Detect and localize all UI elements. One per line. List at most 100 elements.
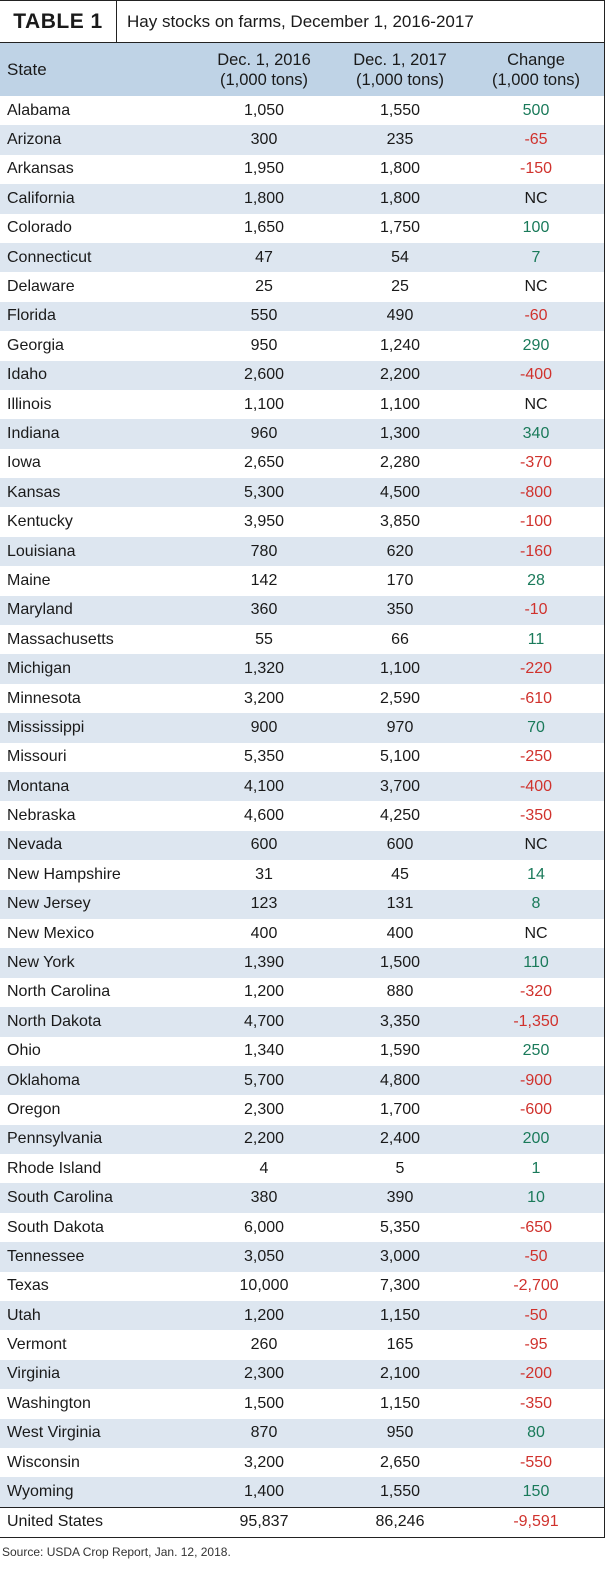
table-row: Illinois 1,100 1,100 NC xyxy=(0,390,604,419)
dec-2017-cell: 45 xyxy=(391,865,409,883)
table-row: Indiana 960 1,300 340 xyxy=(0,419,604,449)
dec-2016-cell: 360 xyxy=(250,601,278,619)
dec-2016-cell: 2,300 xyxy=(243,1100,285,1118)
dec-2016-cell: 1,340 xyxy=(243,1042,285,1060)
table-row: Minnesota 3,200 2,590 -610 xyxy=(0,684,604,713)
table-row: Texas 10,000 7,300 -2,700 xyxy=(0,1272,604,1301)
state-cell: Arkansas xyxy=(7,160,74,178)
table-row: Maryland 360 350 -10 xyxy=(0,595,604,626)
state-cell: South Dakota xyxy=(7,1218,104,1236)
change-cell: -2,700 xyxy=(513,1277,559,1295)
table-row: Wisconsin 3,200 2,650 -550 xyxy=(0,1448,604,1477)
table-row: Virginia 2,300 2,100 -200 xyxy=(0,1359,604,1390)
change-cell: NC xyxy=(524,189,548,207)
dec-2017-cell: 4,250 xyxy=(379,807,421,825)
header-dec-2016-line2: (1,000 tons) xyxy=(219,70,309,89)
state-cell: Connecticut xyxy=(7,248,92,266)
total-change: -9,591 xyxy=(513,1513,559,1531)
dec-2017-cell: 1,150 xyxy=(379,1394,421,1412)
state-cell: Illinois xyxy=(7,395,52,413)
table-row: Alabama 1,050 1,550 500 xyxy=(0,96,604,125)
change-cell: -370 xyxy=(519,454,553,472)
table-row: Georgia 950 1,240 290 xyxy=(0,331,604,360)
change-cell: 70 xyxy=(527,718,545,736)
state-cell: Kentucky xyxy=(7,513,73,531)
header-change-line1: Change xyxy=(507,50,565,69)
dec-2016-cell: 1,050 xyxy=(243,101,285,119)
change-cell: -250 xyxy=(519,748,553,766)
header-dec-2016-line1: Dec. 1, 2016 xyxy=(217,50,311,69)
change-cell: 14 xyxy=(527,865,545,883)
state-cell: Delaware xyxy=(7,278,75,296)
header-change: Change (1,000 tons) xyxy=(468,50,604,90)
table-row: Arkansas 1,950 1,800 -150 xyxy=(0,155,604,184)
table-row: New York 1,390 1,500 110 xyxy=(0,948,604,978)
dec-2017-cell: 170 xyxy=(386,571,414,589)
state-cell: Nevada xyxy=(7,836,63,854)
table-row: Washington 1,500 1,150 -350 xyxy=(0,1389,604,1418)
dec-2017-cell: 1,700 xyxy=(379,1100,421,1118)
dec-2017-cell: 1,100 xyxy=(379,660,421,678)
table-row: Florida 550 490 -60 xyxy=(0,301,604,332)
dec-2016-cell: 6,000 xyxy=(243,1218,285,1236)
change-cell: -50 xyxy=(524,1247,548,1265)
dec-2016-cell: 1,200 xyxy=(243,983,285,1001)
change-cell: 150 xyxy=(522,1483,550,1501)
dec-2016-cell: 47 xyxy=(255,248,273,266)
change-cell: -160 xyxy=(519,542,553,560)
dec-2017-cell: 1,300 xyxy=(379,424,421,442)
table-row: Iowa 2,650 2,280 -370 xyxy=(0,449,604,478)
table-row: Pennsylvania 2,200 2,400 200 xyxy=(0,1124,604,1155)
table-row: Nevada 600 600 NC xyxy=(0,830,604,861)
table-row: Nebraska 4,600 4,250 -350 xyxy=(0,801,604,830)
dec-2017-cell: 4,800 xyxy=(379,1071,421,1089)
dec-2016-cell: 2,200 xyxy=(243,1130,285,1148)
state-cell: Maryland xyxy=(7,601,73,619)
dec-2016-cell: 123 xyxy=(250,895,278,913)
state-cell: Oregon xyxy=(7,1100,61,1118)
state-cell: Nebraska xyxy=(7,807,76,825)
dec-2016-cell: 10,000 xyxy=(239,1277,289,1295)
dec-2017-cell: 131 xyxy=(386,895,414,913)
hay-stocks-table: TABLE 1 Hay stocks on farms, December 1,… xyxy=(0,0,605,1539)
change-cell: -400 xyxy=(519,777,553,795)
dec-2017-cell: 1,590 xyxy=(379,1042,421,1060)
state-cell: West Virginia xyxy=(7,1424,101,1442)
state-cell: South Carolina xyxy=(7,1189,113,1207)
header-dec-2017-line2: (1,000 tons) xyxy=(355,70,445,89)
state-cell: New Hampshire xyxy=(7,865,121,883)
dec-2017-cell: 2,280 xyxy=(379,454,421,472)
state-cell: Virginia xyxy=(7,1365,61,1383)
state-cell: Pennsylvania xyxy=(7,1130,103,1148)
change-cell: 7 xyxy=(531,248,541,266)
change-cell: 110 xyxy=(523,954,549,972)
dec-2016-cell: 1,500 xyxy=(243,1394,285,1412)
dec-2017-cell: 2,650 xyxy=(379,1453,421,1471)
dec-2016-cell: 1,200 xyxy=(243,1306,285,1324)
state-cell: Arizona xyxy=(7,131,62,149)
dec-2017-cell: 620 xyxy=(386,542,414,560)
table-row: Rhode Island 4 5 1 xyxy=(0,1154,604,1183)
state-cell: Utah xyxy=(7,1306,41,1324)
dec-2017-cell: 3,350 xyxy=(379,1012,421,1030)
change-cell: -800 xyxy=(519,483,553,501)
change-cell: 340 xyxy=(522,424,550,442)
state-cell: Mississippi xyxy=(7,718,85,736)
table-row: Louisiana 780 620 -160 xyxy=(0,536,604,567)
header-dec-2017-line1: Dec. 1, 2017 xyxy=(353,50,447,69)
dec-2016-cell: 2,300 xyxy=(243,1365,285,1383)
change-cell: -400 xyxy=(519,366,553,384)
dec-2017-cell: 970 xyxy=(386,718,414,736)
dec-2017-cell: 1,800 xyxy=(379,189,421,207)
dec-2016-cell: 1,950 xyxy=(243,160,285,178)
change-cell: -100 xyxy=(519,513,553,531)
table-header-row: State Dec. 1, 2016 (1,000 tons) Dec. 1, … xyxy=(0,43,604,96)
source-note: Source: USDA Crop Report, Jan. 12, 2018. xyxy=(2,1545,231,1559)
table-row: Tennessee 3,050 3,000 -50 xyxy=(0,1242,604,1272)
dec-2017-cell: 54 xyxy=(391,248,409,266)
table-title-bar: TABLE 1 Hay stocks on farms, December 1,… xyxy=(0,1,604,43)
table-row: New Jersey 123 131 8 xyxy=(0,889,604,919)
dec-2017-cell: 950 xyxy=(386,1424,414,1442)
total-2016: 95,837 xyxy=(239,1513,289,1531)
dec-2016-cell: 3,050 xyxy=(243,1247,285,1265)
